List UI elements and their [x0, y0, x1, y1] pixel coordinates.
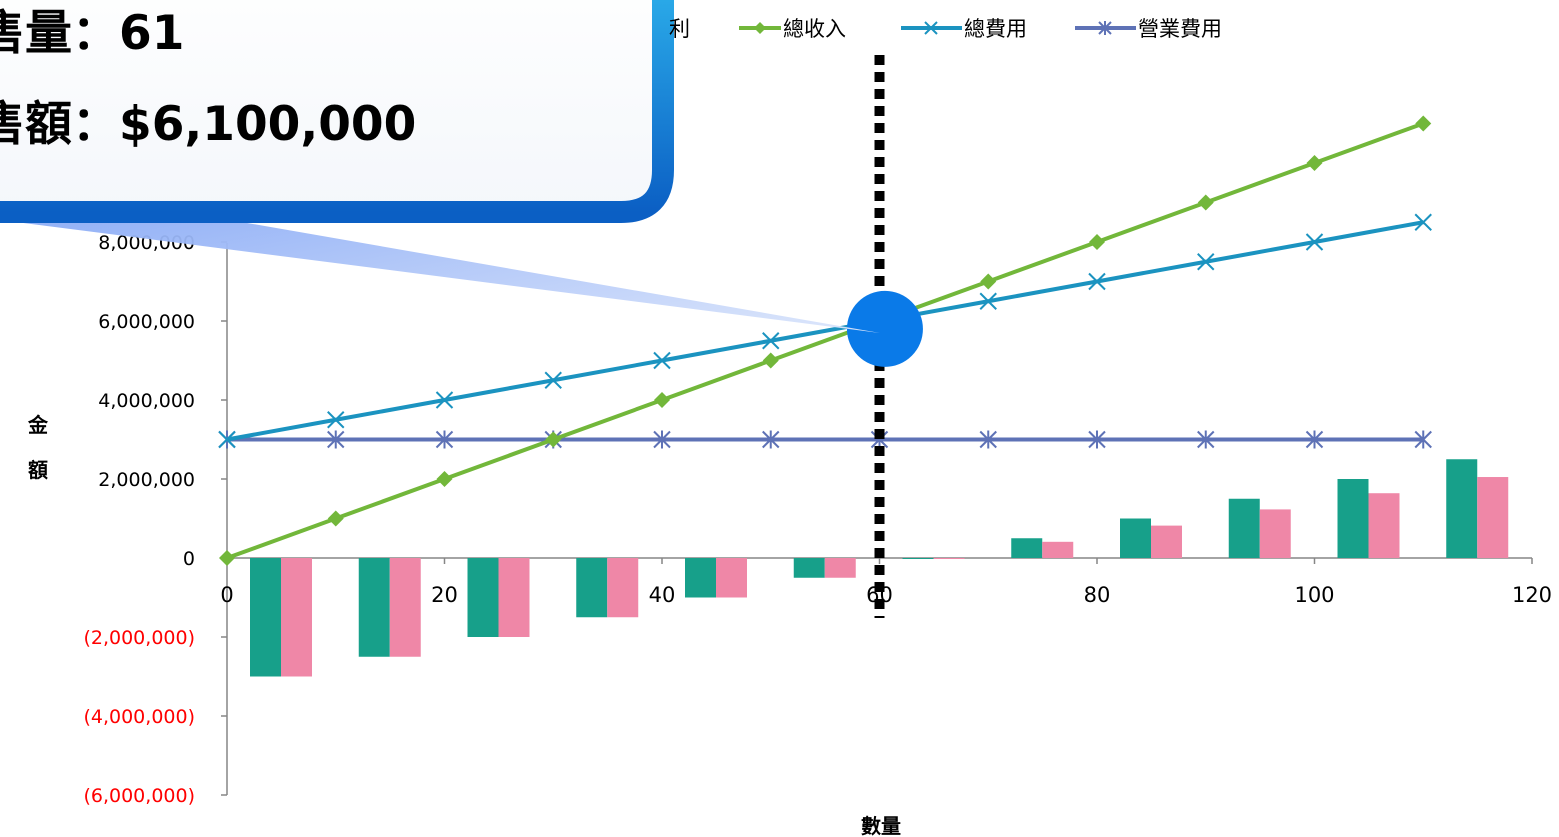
- series-line: [226, 220, 1424, 442]
- x-tick-label: 100: [1294, 583, 1334, 607]
- bar: [1228, 498, 1260, 558]
- star-marker: [435, 430, 454, 449]
- bar: [498, 558, 530, 637]
- bar: [1477, 477, 1509, 558]
- y-tick-label: 0: [183, 548, 195, 570]
- x-tick-label: 80: [1084, 583, 1111, 607]
- x-marker: [762, 332, 780, 350]
- axes: 8,000,0006,000,0004,000,0002,000,0000(2,…: [83, 232, 1552, 807]
- diamond-marker: [1197, 194, 1214, 211]
- y-tick-label: 4,000,000: [98, 390, 195, 412]
- star-marker: [762, 430, 780, 449]
- diamond-marker: [219, 550, 235, 566]
- bar: [685, 558, 716, 598]
- x-marker: [653, 351, 671, 370]
- x-marker: [1197, 253, 1215, 271]
- star-marker: [1414, 430, 1432, 449]
- bar: [1446, 459, 1478, 558]
- x-marker: [435, 391, 454, 409]
- legend-diamond-icon: [754, 22, 766, 34]
- bar: [824, 558, 856, 578]
- bar: [1042, 541, 1074, 558]
- bar: [1011, 538, 1043, 558]
- x-marker: [1414, 213, 1432, 231]
- diamond-marker: [762, 352, 779, 369]
- legend-star-marker-icon: [1098, 21, 1112, 35]
- lines-layer: [218, 115, 1432, 566]
- star-marker: [1197, 430, 1215, 449]
- star-marker: [653, 430, 671, 449]
- x-marker: [1088, 272, 1106, 291]
- legend-label-revenue: 總收入: [783, 17, 846, 41]
- x-marker: [1305, 233, 1324, 251]
- y-tick-label: (4,000,000): [83, 706, 195, 728]
- legend: 利 總收入 總費用 營業費用: [669, 17, 1222, 41]
- bar: [1151, 525, 1182, 558]
- x-axis-title: 數量: [861, 814, 901, 837]
- x-marker: [327, 411, 345, 429]
- bar: [607, 558, 639, 618]
- bar: [250, 558, 281, 677]
- bar: [281, 558, 312, 677]
- bar: [716, 558, 747, 598]
- legend-label-operating-cost: 營業費用: [1138, 17, 1222, 41]
- diamond-marker: [327, 510, 344, 527]
- diamond-marker: [436, 471, 453, 487]
- diamond-marker: [654, 392, 670, 408]
- bar: [902, 558, 934, 559]
- legend-partial-text: 利: [669, 17, 690, 41]
- diamond-marker: [980, 273, 997, 290]
- diamond-marker: [545, 431, 562, 448]
- x-marker: [544, 371, 562, 389]
- y-tick-label: 6,000,000: [98, 311, 195, 333]
- breakeven-point: [846, 290, 923, 367]
- legend-label-total-cost: 總費用: [964, 17, 1027, 41]
- y-tick-label: 2,000,000: [98, 469, 195, 491]
- y-tick-label: (6,000,000): [83, 785, 195, 807]
- bar: [389, 558, 421, 657]
- star-marker: [979, 430, 997, 449]
- bar: [793, 558, 825, 578]
- y-tick-label: (2,000,000): [83, 627, 195, 649]
- legend-x-marker-icon: [924, 21, 938, 35]
- bar: [467, 558, 499, 637]
- bar: [1368, 493, 1400, 558]
- diamond-marker: [1089, 234, 1105, 250]
- star-marker: [1088, 430, 1106, 449]
- x-tick-label: 0: [220, 583, 233, 607]
- bars-layer: [250, 459, 1509, 677]
- x-marker: [218, 430, 236, 449]
- x-marker: [979, 292, 997, 310]
- y-axis-title-char-2: 額: [27, 458, 48, 482]
- diamond-marker: [1415, 115, 1432, 132]
- callout-amount: 售額：$6,100,000: [0, 97, 416, 152]
- bar: [1337, 479, 1369, 558]
- x-tick-label: 20: [431, 583, 458, 607]
- y-axis-title-char-1: 金: [27, 413, 49, 437]
- bar: [933, 558, 965, 559]
- bar: [358, 558, 390, 657]
- callout: 售量：61 售額：$6,100,000: [0, 0, 880, 333]
- bar: [1259, 509, 1291, 558]
- x-tick-label: 120: [1512, 583, 1552, 607]
- callout-box: [0, 0, 674, 223]
- bar: [1120, 518, 1151, 558]
- star-marker: [327, 430, 345, 449]
- breakeven-layer: [846, 55, 923, 618]
- callout-quantity: 售量：61: [0, 6, 184, 61]
- diamond-marker: [1306, 155, 1323, 171]
- bar: [576, 558, 608, 618]
- series-line: [226, 121, 1424, 560]
- star-marker: [1305, 430, 1324, 449]
- x-tick-label: 40: [649, 583, 676, 607]
